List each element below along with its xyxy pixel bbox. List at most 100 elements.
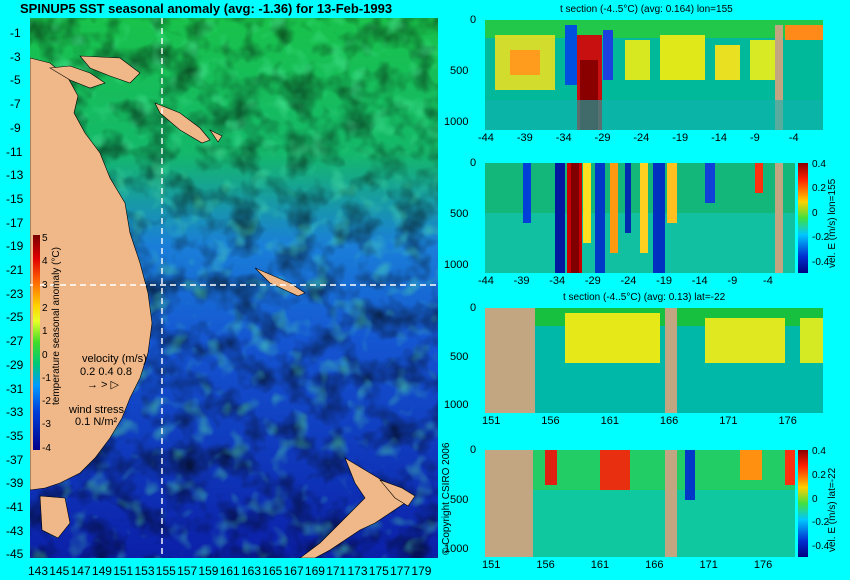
- x-tick: 176: [778, 415, 797, 427]
- panel1-temp-section: [485, 20, 823, 130]
- lon-tick: 169: [304, 564, 325, 578]
- y-tick: 1000: [444, 543, 469, 555]
- lat-tick: -25: [6, 310, 24, 325]
- x-tick: 151: [482, 559, 501, 571]
- lon-tick: 167: [283, 564, 304, 578]
- colorbar-tick: 3: [42, 279, 48, 291]
- colorbar-tick: 1: [42, 326, 48, 338]
- x-tick: -34: [549, 275, 566, 287]
- lat-tick: -43: [6, 523, 24, 538]
- colorbar-tick: 5: [42, 233, 48, 244]
- y-tick: 0: [470, 302, 477, 314]
- map-colorbar-label: temperature seasonal anomaly (°C): [51, 247, 62, 405]
- panel2-colorbar-label: vel. E (m/s) lon=155: [827, 178, 838, 268]
- colorbar-tick: -0.2: [812, 232, 830, 244]
- lat-tick: -23: [6, 286, 24, 301]
- y-tick: 1000: [444, 116, 469, 128]
- x-tick: -14: [711, 132, 727, 144]
- x-tick: -19: [656, 275, 673, 287]
- x-tick: 156: [541, 415, 560, 427]
- lat-tick: -35: [6, 428, 24, 443]
- lon-tick: 159: [198, 564, 219, 578]
- x-tick: 176: [753, 559, 773, 571]
- x-tick: 166: [645, 559, 664, 571]
- lon-tick: 175: [368, 564, 389, 578]
- colorbar-tick: 0: [812, 493, 818, 505]
- lat-tick: -31: [6, 381, 24, 396]
- lon-tick: 177: [390, 564, 411, 578]
- colorbar-tick: 2: [42, 302, 48, 314]
- colorbar-tick: -1: [42, 372, 51, 384]
- lon-tick: 165: [262, 564, 283, 578]
- y-tick: 500: [450, 350, 469, 363]
- lat-tick: -13: [6, 168, 24, 183]
- lat-tick: -21: [6, 263, 24, 277]
- colorbar-tick: -4: [42, 442, 51, 454]
- lat-tick: -1: [10, 26, 21, 40]
- map-colorbar: [33, 235, 40, 450]
- x-tick: -44: [478, 132, 494, 144]
- lat-tick: -19: [6, 239, 24, 254]
- x-tick: 171: [719, 415, 738, 427]
- panel4-velocity-section: [485, 450, 795, 557]
- lon-tick: 163: [241, 564, 262, 578]
- lon-tick: 179: [411, 564, 432, 578]
- lat-tick: -33: [6, 405, 24, 420]
- lon-tick: 145: [49, 564, 70, 578]
- colorbar-tick: -2: [42, 396, 51, 408]
- x-tick: -19: [672, 132, 689, 144]
- lat-tick: -41: [6, 500, 24, 514]
- lat-tick: -45: [6, 547, 24, 562]
- lat-tick: -9: [10, 120, 21, 135]
- map-title: SPINUP5 SST seasonal anomaly (avg: -1.36…: [20, 1, 393, 16]
- panel1-title: t section (-4..5°C) (avg: 0.164) lon=155: [560, 4, 733, 15]
- x-tick: 171: [699, 559, 718, 571]
- y-tick: 0: [470, 14, 477, 26]
- x-tick: -4: [763, 275, 773, 287]
- x-tick: 161: [600, 415, 619, 427]
- panel3-temp-section: [485, 308, 823, 413]
- lon-tick: 161: [219, 564, 240, 578]
- colorbar-tick: -0.4: [812, 256, 830, 268]
- lat-tick: -15: [6, 191, 24, 206]
- colorbar-tick: 0.2: [812, 183, 826, 195]
- y-tick: 0: [470, 157, 477, 169]
- lon-tick: 151: [113, 564, 134, 578]
- colorbar-tick: 0: [812, 207, 818, 219]
- colorbar-tick: 4: [42, 256, 48, 268]
- x-tick: -14: [691, 275, 708, 287]
- y-tick: 500: [450, 65, 469, 77]
- x-tick: -44: [478, 275, 494, 287]
- y-tick: 500: [450, 208, 469, 220]
- colorbar-tick: -3: [42, 419, 51, 431]
- lat-tick: -7: [10, 97, 21, 112]
- lat-tick: -27: [6, 334, 24, 349]
- lon-tick: 157: [177, 564, 198, 578]
- x-tick: -39: [513, 275, 530, 287]
- tasmania-land: [39, 495, 71, 539]
- panel3-title: t section (-4..5°C) (avg: 0.13) lat=-22: [563, 292, 726, 303]
- x-tick: -9: [749, 132, 760, 144]
- lon-tick: 171: [326, 564, 347, 578]
- colorbar-tick: 0.4: [812, 159, 826, 170]
- x-tick: -24: [633, 132, 650, 144]
- wind-legend-value: 0.1 N/m²: [75, 416, 118, 428]
- wind-legend-label: wind stress: [69, 404, 125, 416]
- australia-land: [30, 57, 153, 491]
- lon-tick: 153: [134, 564, 155, 578]
- lat-tick: -37: [6, 452, 24, 467]
- x-tick: 166: [659, 415, 679, 427]
- colorbar-tick: -0.2: [812, 517, 830, 529]
- colorbar-tick: 0.2: [812, 469, 826, 481]
- lat-tick: -5: [10, 73, 21, 88]
- x-tick: -34: [555, 132, 572, 144]
- velocity-legend-label: velocity (m/s): [82, 353, 147, 365]
- velocity-legend-arrows: → > ▷: [87, 379, 119, 391]
- x-tick: 151: [482, 415, 501, 427]
- colorbar-tick: -0.4: [812, 541, 830, 553]
- y-tick: 1000: [444, 399, 469, 411]
- x-tick: -39: [516, 132, 533, 144]
- panel4-colorbar: [798, 450, 808, 557]
- lat-tick: -39: [6, 476, 24, 491]
- x-tick: -29: [584, 275, 601, 287]
